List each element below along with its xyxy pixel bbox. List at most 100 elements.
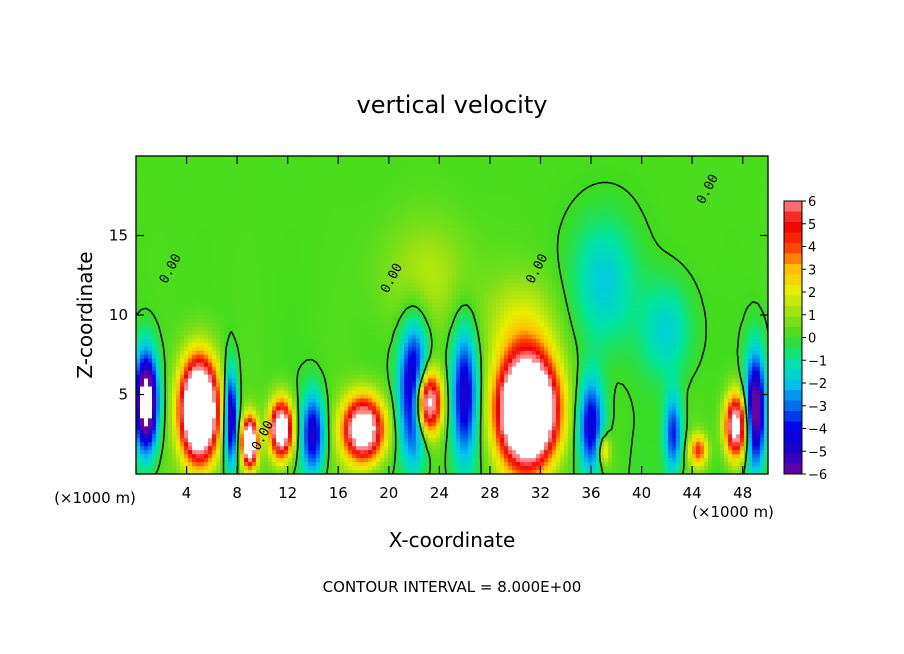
heatmap-cell <box>148 390 153 396</box>
heatmap-cell <box>264 271 269 276</box>
heatmap-cell <box>292 398 297 404</box>
heatmap-cell <box>148 322 153 328</box>
heatmap-cell <box>292 334 297 340</box>
heatmap-cell <box>352 287 357 292</box>
heatmap-cell <box>188 318 193 324</box>
heatmap-cell <box>192 394 197 400</box>
heatmap-cell <box>352 243 357 249</box>
heatmap-cell <box>268 163 273 169</box>
heatmap-cell <box>224 450 229 455</box>
heatmap-cell <box>164 183 169 189</box>
heatmap-cell <box>308 394 313 400</box>
heatmap-cell <box>200 394 205 400</box>
heatmap-cell <box>260 426 265 431</box>
heatmap-cell <box>296 251 301 256</box>
heatmap-cell <box>348 426 353 431</box>
heatmap-cell <box>196 315 201 320</box>
heatmap-cell <box>196 434 201 439</box>
heatmap-cell <box>284 307 289 312</box>
heatmap-cell <box>140 458 145 463</box>
heatmap-cell <box>204 426 209 431</box>
heatmap-cell <box>332 338 337 344</box>
heatmap-cell <box>164 398 169 404</box>
heatmap-cell <box>212 239 217 245</box>
heatmap-cell <box>332 283 337 288</box>
heatmap-cell <box>184 346 189 352</box>
heatmap-cell <box>320 295 325 300</box>
heatmap-cell <box>344 159 349 165</box>
heatmap-cell <box>164 342 169 348</box>
heatmap-cell <box>192 450 197 455</box>
heatmap-cell <box>380 243 385 249</box>
heatmap-cell <box>156 346 161 352</box>
heatmap-cell <box>140 406 145 412</box>
heatmap-cell <box>272 358 277 364</box>
heatmap-cell <box>220 442 225 447</box>
heatmap-cell <box>360 326 365 332</box>
heatmap-cell <box>160 223 165 229</box>
heatmap-cell <box>384 255 389 260</box>
heatmap-cell <box>204 207 209 213</box>
heatmap-cell <box>140 390 145 396</box>
heatmap-cell <box>372 207 377 213</box>
heatmap-cell <box>352 386 357 392</box>
heatmap-cell <box>200 470 205 474</box>
heatmap-cell <box>228 227 233 233</box>
heatmap-cell <box>156 303 161 308</box>
heatmap-cell <box>228 299 233 304</box>
heatmap-cell <box>316 156 321 161</box>
heatmap-cell <box>156 191 161 197</box>
heatmap-cell <box>180 354 185 360</box>
heatmap-cell <box>312 183 317 189</box>
heatmap-cell <box>168 183 173 189</box>
heatmap-cell <box>324 330 329 336</box>
heatmap-cell <box>160 251 165 256</box>
heatmap-cell <box>196 291 201 296</box>
heatmap-cell <box>224 406 229 412</box>
heatmap-cell <box>360 295 365 300</box>
heatmap-cell <box>192 402 197 408</box>
heatmap-cell <box>384 219 389 225</box>
heatmap-cell <box>196 227 201 233</box>
heatmap-cell <box>192 287 197 292</box>
heatmap-cell <box>180 307 185 312</box>
heatmap-cell <box>312 275 317 280</box>
heatmap-cell <box>276 450 281 455</box>
heatmap-cell <box>280 239 285 245</box>
heatmap-cell <box>164 406 169 412</box>
heatmap-cell <box>252 303 257 308</box>
heatmap-cell <box>336 366 341 372</box>
heatmap-cell <box>348 442 353 447</box>
heatmap-cell <box>344 211 349 217</box>
heatmap-cell <box>260 167 265 173</box>
heatmap-cell <box>316 386 321 392</box>
heatmap-cell <box>360 156 365 161</box>
heatmap-cell <box>376 354 381 360</box>
heatmap-cell <box>176 207 181 213</box>
heatmap-cell <box>236 398 241 404</box>
heatmap-cell <box>336 203 341 209</box>
heatmap-cell <box>156 231 161 237</box>
heatmap-cell <box>344 326 349 332</box>
heatmap-cell <box>140 334 145 340</box>
heatmap-cell <box>340 370 345 376</box>
heatmap-cell <box>364 279 369 284</box>
heatmap-cell <box>176 219 181 225</box>
heatmap-cell <box>368 418 373 423</box>
heatmap-cell <box>208 450 213 455</box>
heatmap-cell <box>332 438 337 443</box>
heatmap-cell <box>180 390 185 396</box>
heatmap-cell <box>276 227 281 233</box>
heatmap-cell <box>148 211 153 217</box>
heatmap-cell <box>320 398 325 404</box>
heatmap-cell <box>164 167 169 173</box>
heatmap-cell <box>148 255 153 260</box>
heatmap-cell <box>340 255 345 260</box>
heatmap-cell <box>172 235 177 241</box>
heatmap-cell <box>292 207 297 213</box>
heatmap-cell <box>292 287 297 292</box>
heatmap-cell <box>228 243 233 249</box>
heatmap-cell <box>180 183 185 189</box>
heatmap-cell <box>284 466 289 471</box>
heatmap-cell <box>212 374 217 380</box>
